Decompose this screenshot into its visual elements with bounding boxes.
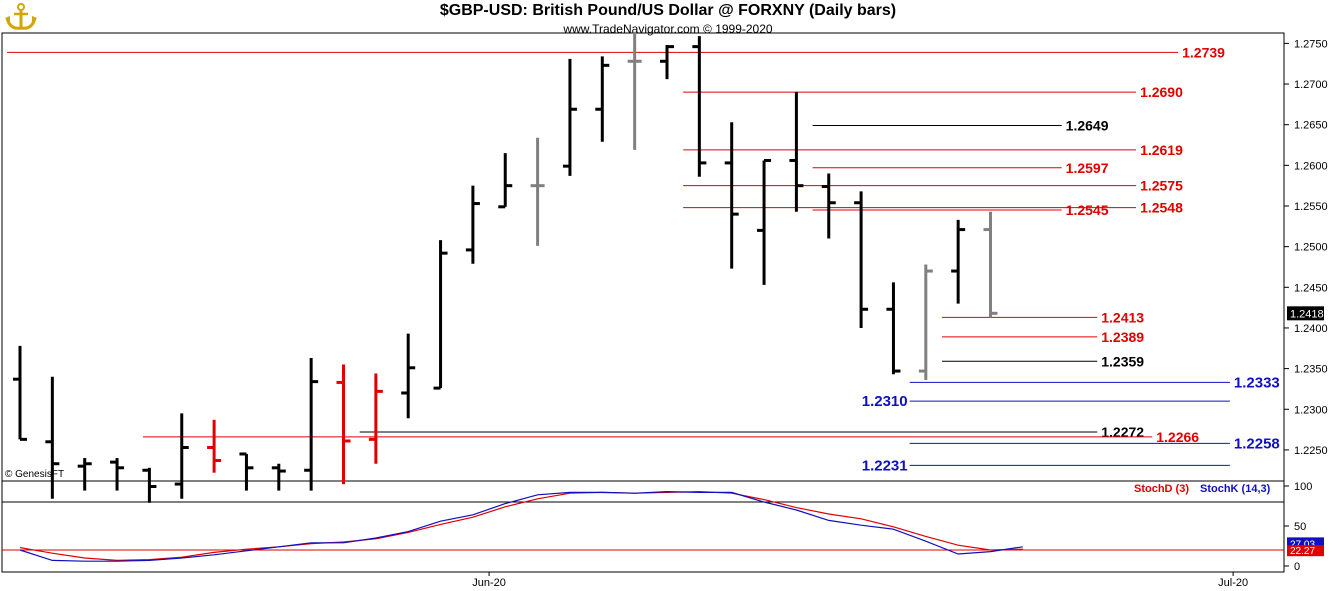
ohlc-bar	[433, 240, 448, 390]
ohlc-bars	[13, 32, 998, 503]
ohlc-bar	[336, 364, 351, 485]
price-tick-label: 1.2550	[1294, 201, 1328, 213]
chart-title: $GBP-USD: British Pound/US Dollar @ FORX…	[439, 2, 897, 19]
level-label-1.2739: 1.2739	[1182, 44, 1225, 60]
stoch-d-value-box	[1287, 545, 1324, 557]
ohlc-bar	[660, 45, 674, 80]
axes: 1.2250 1.2300 1.2350 1.2400 1.2450 1.2500 1.25…	[472, 38, 1327, 589]
stoch-k-value: 27.03	[1290, 539, 1315, 550]
ohlc-bar	[77, 458, 92, 491]
ohlc-bar	[627, 32, 642, 150]
price-tick-label: 1.2400	[1294, 323, 1328, 335]
ohlc-bar	[951, 219, 966, 304]
level-label-1.2266: 1.2266	[1156, 429, 1199, 445]
stoch-tick-label: 100	[1294, 481, 1312, 493]
grid-layer	[1, 32, 1285, 573]
ohlc-bar	[207, 419, 222, 473]
level-label-1.2690: 1.2690	[1140, 84, 1183, 100]
price-tick-label: 1.2750	[1294, 38, 1328, 50]
ohlc-bar	[789, 92, 804, 212]
ohlc-bar	[13, 345, 27, 441]
level-label-1.2548: 1.2548	[1140, 200, 1183, 216]
ohlc-bar	[239, 452, 254, 491]
ohlc-bar	[45, 376, 60, 499]
anchor-logo-icon	[4, 3, 38, 36]
stoch-d-legend: StochD (3)	[1134, 483, 1189, 495]
ohlc-bar	[692, 36, 707, 177]
price-tick-label: 1.2700	[1294, 79, 1328, 91]
level-label-1.2333: 1.2333	[1234, 374, 1280, 391]
level-label-1.2231: 1.2231	[862, 457, 908, 474]
price-tick-label: 1.2300	[1294, 404, 1328, 416]
ohlc-bar	[142, 467, 157, 503]
level-label-1.2649: 1.2649	[1066, 118, 1109, 134]
ohlc-bar	[368, 373, 383, 464]
level-label-1.2597: 1.2597	[1066, 160, 1109, 176]
ohlc-bar	[724, 122, 739, 269]
ohlc-bar	[110, 458, 125, 491]
ohlc-bar	[271, 463, 286, 491]
ohlc-bar	[918, 264, 933, 380]
price-tick-label: 1.2500	[1294, 242, 1328, 254]
level-label-1.2310: 1.2310	[862, 393, 908, 410]
ohlc-bar	[983, 211, 998, 318]
ohlc-bar	[530, 137, 545, 246]
last-price-box	[1287, 306, 1324, 321]
level-label-1.2389: 1.2389	[1101, 329, 1144, 345]
ohlc-bar	[562, 58, 577, 176]
level-label-1.2575: 1.2575	[1140, 178, 1183, 194]
ohlc-bar	[757, 158, 772, 285]
level-label-1.2272: 1.2272	[1101, 424, 1144, 440]
copyright-text: © GenesisFT	[5, 469, 65, 480]
ohlc-bar	[465, 185, 480, 264]
ohlc-bar	[304, 358, 319, 491]
price-tick-label: 1.2650	[1294, 120, 1328, 132]
level-label-1.2258: 1.2258	[1234, 435, 1280, 452]
date-tick-label: Jul-20	[1218, 577, 1248, 589]
price-tick-label: 1.2250	[1294, 445, 1328, 457]
ohlc-bar	[854, 191, 869, 328]
level-label-1.2545: 1.2545	[1066, 202, 1109, 218]
stoch-tick-label: 0	[1294, 561, 1300, 573]
ohlc-bar	[498, 153, 513, 209]
price-tick-label: 1.2450	[1294, 282, 1328, 294]
stoch-d-value: 22.27	[1290, 546, 1315, 557]
stoch-d-line	[19, 490, 1023, 562]
date-tick-label: Jun-20	[472, 577, 506, 589]
ohlc-bar	[595, 56, 610, 142]
stoch-panel-frame	[1, 480, 1285, 573]
price-tick-label: 1.2600	[1294, 160, 1328, 172]
level-label-1.2359: 1.2359	[1101, 353, 1144, 369]
stoch-tick-label: 50	[1294, 521, 1306, 533]
price-panel-frame	[1, 32, 1285, 482]
ohlc-bar	[174, 413, 189, 499]
stoch-k-line	[19, 490, 1023, 562]
last-price-label: 1.2418	[1290, 308, 1324, 320]
levels-layer: 1.2739 1.2690 1.2649 1.2619 1.2597 1.2575 1.25…	[7, 44, 1280, 474]
stoch-k-legend: StochK (14,3)	[1200, 483, 1271, 495]
ohlc-bar	[401, 333, 416, 419]
level-label-1.2413: 1.2413	[1101, 309, 1144, 325]
ohlc-bar	[886, 282, 901, 375]
ohlc-bar	[821, 173, 836, 239]
level-label-1.2619: 1.2619	[1140, 142, 1183, 158]
price-tick-label: 1.2350	[1294, 364, 1328, 376]
